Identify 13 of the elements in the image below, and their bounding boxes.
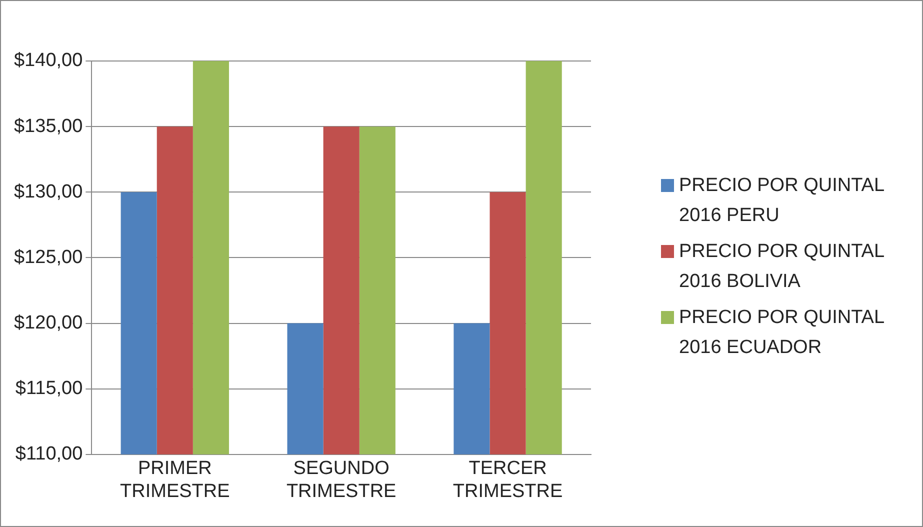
y-tick-label: $120,00 (14, 312, 83, 334)
y-tick-label: $140,00 (14, 50, 83, 72)
y-tick-label: $130,00 (14, 181, 83, 202)
y-tick-label: $110,00 (15, 444, 83, 465)
legend-label: PRECIO POR QUINTAL 2016 PERU (679, 174, 885, 228)
x-tick-label: PRIMER TRIMESTRE (120, 458, 230, 502)
legend-label: PRECIO POR QUINTAL 2016 BOLIVIA (679, 240, 885, 294)
x-tick-label: TERCER TRIMESTRE (452, 458, 563, 502)
y-tick-label: $125,00 (14, 246, 83, 268)
x-tick-label: SEGUNDO TRIMESTRE (286, 458, 396, 502)
legend-label: PRECIO POR QUINTAL 2016 ECUADOR (679, 306, 885, 360)
y-tick-label: $115,00 (15, 378, 83, 400)
y-tick-label: $135,00 (14, 116, 83, 137)
